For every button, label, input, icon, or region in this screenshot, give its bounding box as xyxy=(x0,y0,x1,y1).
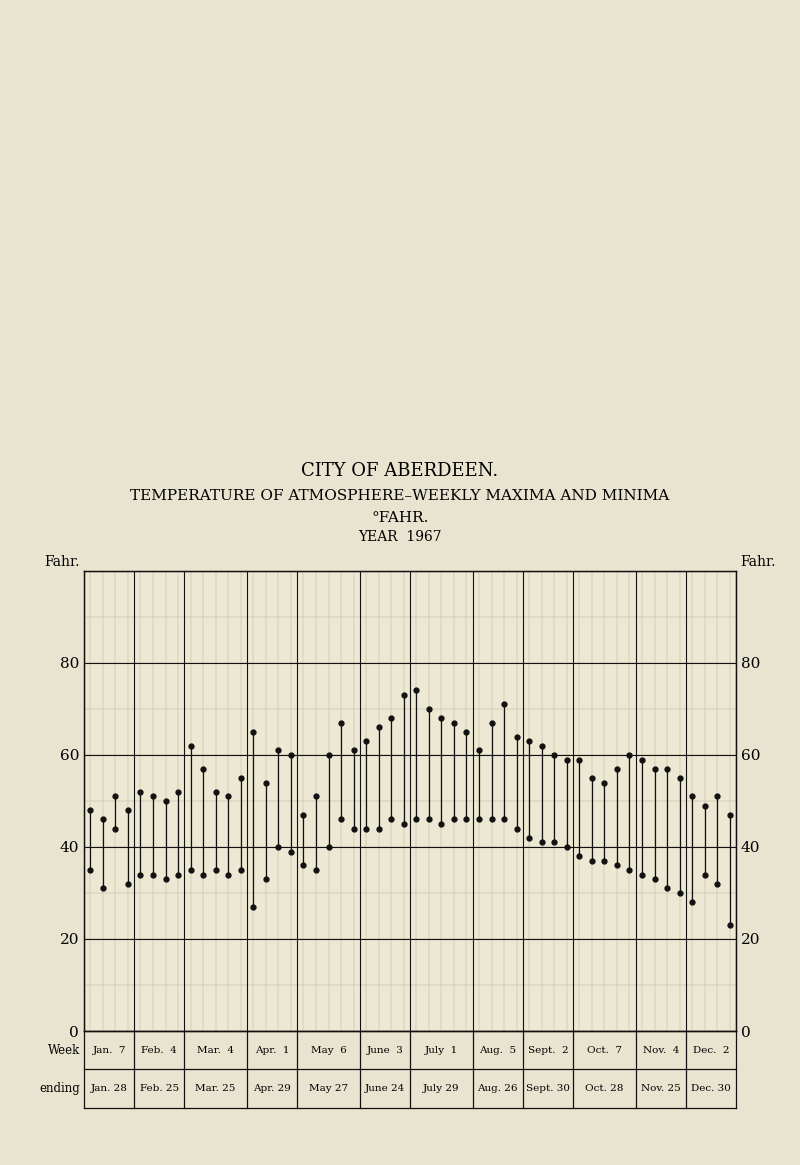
Text: May 27: May 27 xyxy=(309,1085,348,1093)
Text: ending: ending xyxy=(39,1082,80,1095)
Text: Feb.  4: Feb. 4 xyxy=(142,1046,177,1054)
Text: YEAR  1967: YEAR 1967 xyxy=(358,530,442,544)
Text: Dec.  2: Dec. 2 xyxy=(693,1046,729,1054)
Text: Jan.  7: Jan. 7 xyxy=(92,1046,126,1054)
Text: Apr. 29: Apr. 29 xyxy=(253,1085,291,1093)
Text: Mar. 25: Mar. 25 xyxy=(195,1085,236,1093)
Text: Fahr.: Fahr. xyxy=(740,555,775,569)
Text: TEMPERATURE OF ATMOSPHERE–WEEKLY MAXIMA AND MINIMA: TEMPERATURE OF ATMOSPHERE–WEEKLY MAXIMA … xyxy=(130,489,670,503)
Text: Week: Week xyxy=(48,1044,80,1057)
Text: Aug. 26: Aug. 26 xyxy=(478,1085,518,1093)
Text: July  1: July 1 xyxy=(425,1046,458,1054)
Text: Sept.  2: Sept. 2 xyxy=(528,1046,568,1054)
Text: May  6: May 6 xyxy=(310,1046,346,1054)
Text: Jan. 28: Jan. 28 xyxy=(90,1085,127,1093)
Text: Sept. 30: Sept. 30 xyxy=(526,1085,570,1093)
Text: July 29: July 29 xyxy=(423,1085,460,1093)
Text: June 24: June 24 xyxy=(365,1085,405,1093)
Text: Oct. 28: Oct. 28 xyxy=(585,1085,623,1093)
Text: Mar.  4: Mar. 4 xyxy=(197,1046,234,1054)
Text: Dec. 30: Dec. 30 xyxy=(691,1085,731,1093)
Text: CITY OF ABERDEEN.: CITY OF ABERDEEN. xyxy=(302,463,498,480)
Text: Oct.  7: Oct. 7 xyxy=(587,1046,622,1054)
Text: Nov.  4: Nov. 4 xyxy=(642,1046,679,1054)
Text: Aug.  5: Aug. 5 xyxy=(479,1046,516,1054)
Text: °FAHR.: °FAHR. xyxy=(371,511,429,525)
Text: June  3: June 3 xyxy=(366,1046,403,1054)
Text: Apr.  1: Apr. 1 xyxy=(255,1046,290,1054)
Text: Nov. 25: Nov. 25 xyxy=(641,1085,681,1093)
Text: Feb. 25: Feb. 25 xyxy=(140,1085,178,1093)
Text: Fahr.: Fahr. xyxy=(45,555,80,569)
